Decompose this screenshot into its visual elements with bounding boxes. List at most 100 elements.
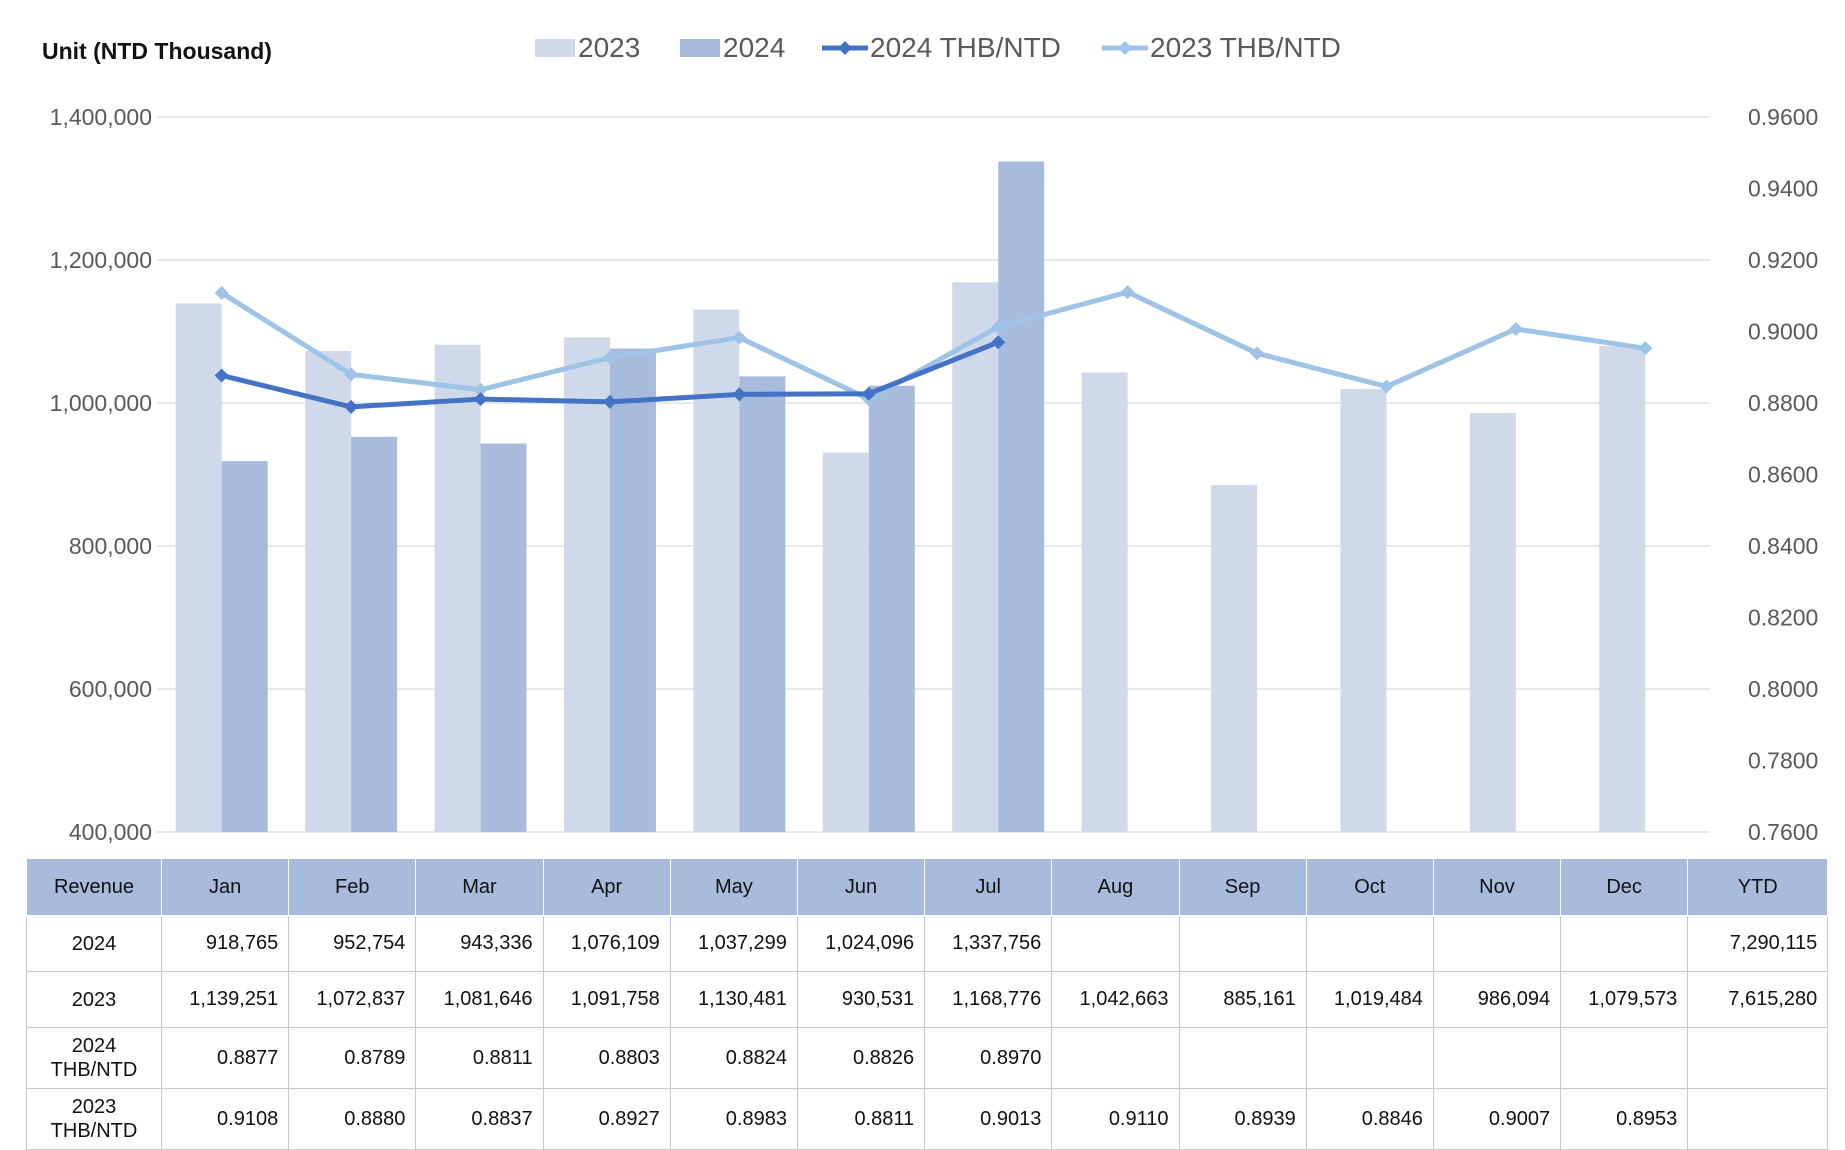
- bar-2024-mar: [480, 443, 527, 832]
- table-cell: 930,531: [796, 971, 926, 1028]
- point-2023-thb-ntd-jul: [991, 319, 1006, 334]
- table-cell: 1,337,756: [924, 915, 1053, 972]
- table-cell: [1051, 915, 1180, 972]
- point-2023-thb-ntd-apr: [602, 350, 617, 365]
- y-right-tick-label: 0.8800: [1748, 390, 1818, 416]
- y-right-tick-label: 0.8400: [1748, 533, 1818, 559]
- y-left-tick-label: 1,400,000: [50, 104, 152, 130]
- legend: 2023 2024 2024 THB/NTD 2023 THB/NTD: [535, 32, 1341, 63]
- y-left-tick-label: 600,000: [69, 676, 152, 702]
- table-cell: 1,079,573: [1560, 971, 1689, 1028]
- y-left-tick-label: 400,000: [69, 819, 152, 845]
- y-right-tick-label: 0.7800: [1748, 748, 1818, 774]
- table-cell: 0.8824: [669, 1027, 798, 1089]
- bar-2023-sep: [1211, 485, 1258, 832]
- unit-label: Unit (NTD Thousand): [42, 38, 272, 64]
- table-cell: 943,336: [415, 915, 544, 972]
- point-2023-thb-ntd-sep: [1250, 346, 1265, 361]
- table-row-label: 2023: [26, 971, 162, 1028]
- table-cell: [1432, 915, 1562, 972]
- point-2024-thb-ntd-jan: [214, 368, 229, 383]
- y-left-tick-label: 1,200,000: [50, 247, 152, 273]
- point-2023-thb-ntd-oct: [1379, 379, 1394, 394]
- table-cell: [1432, 1027, 1562, 1089]
- chart-area: 400,000 600,000 800,000 1,000,000 1,200,000 1…: [42, 32, 1819, 845]
- table-cell: 1,091,758: [542, 971, 671, 1028]
- y-left-tick-label: 800,000: [69, 533, 152, 559]
- table-header-ytd: YTD: [1687, 858, 1829, 916]
- table-body: 2024 918,765 952,754 943,336 1,076,109 1,037,…: [26, 915, 1829, 1150]
- table-cell: 0.8953: [1560, 1088, 1689, 1150]
- table-row-label: 2024 THB/NTD: [26, 1027, 162, 1089]
- point-2023-thb-ntd-may: [732, 330, 747, 345]
- table-cell: 0.8970: [924, 1027, 1053, 1089]
- bars-layer: [175, 161, 1646, 833]
- axis-ticks: 400,000 600,000 800,000 1,000,000 1,200,000 1…: [50, 104, 1819, 845]
- legend-label-2023-thb-ntd: 2023 THB/NTD: [1150, 32, 1341, 63]
- y-right-tick-label: 0.8600: [1748, 462, 1818, 488]
- point-2023-thb-ntd-aug: [1120, 285, 1135, 300]
- y-right-tick-label: 0.9600: [1748, 104, 1818, 130]
- bar-2023-may: [693, 309, 740, 833]
- legend-label-2024-thb-ntd: 2024 THB/NTD: [870, 32, 1061, 63]
- table-row-label: 2023 THB/NTD: [26, 1088, 162, 1150]
- table-header-jun: Jun: [796, 858, 926, 916]
- table-cell: 1,019,484: [1305, 971, 1434, 1028]
- y-right-tick-label: 0.8000: [1748, 676, 1818, 702]
- legend-marker-2023-thb-ntd: [1118, 41, 1132, 55]
- y-right-tick-label: 0.9000: [1748, 319, 1818, 345]
- bar-2023-aug: [1081, 372, 1128, 832]
- table-header-apr: Apr: [542, 858, 671, 916]
- line-2023-thb-ntd: [220, 289, 1646, 402]
- point-2023-thb-ntd-mar: [473, 382, 488, 397]
- table-cell: [1305, 915, 1434, 972]
- legend-swatch-2023: [535, 39, 575, 57]
- table-header-feb: Feb: [288, 858, 417, 916]
- bar-2024-may: [739, 376, 786, 832]
- table-header-revenue: Revenue: [26, 858, 162, 916]
- table-cell: 1,042,663: [1051, 971, 1180, 1028]
- bar-2023-apr: [563, 337, 610, 832]
- y-left-tick-label: 1,000,000: [50, 390, 152, 416]
- table-cell: [1560, 915, 1689, 972]
- bar-2023-mar: [434, 344, 481, 832]
- table-cell: 0.8877: [160, 1027, 290, 1089]
- table-cell: 0.8983: [669, 1088, 798, 1150]
- table-cell: [1178, 1027, 1307, 1089]
- table-cell: 7,615,280: [1687, 971, 1829, 1028]
- table-cell: 952,754: [288, 915, 417, 972]
- y-right-tick-label: 0.7600: [1748, 819, 1818, 845]
- bar-2023-nov: [1469, 412, 1516, 832]
- table-cell: 0.8880: [288, 1088, 417, 1150]
- bar-2023-dec: [1599, 346, 1646, 832]
- table-cell: 0.8837: [415, 1088, 544, 1150]
- table-cell: 7,290,115: [1687, 915, 1829, 972]
- legend-label-2024: 2024: [723, 32, 785, 63]
- table-cell: [1305, 1027, 1434, 1089]
- bar-2023-feb: [305, 350, 352, 832]
- table-cell: [1560, 1027, 1689, 1089]
- table-cell: 0.9013: [924, 1088, 1053, 1150]
- point-2023-thb-ntd-dec: [1638, 341, 1653, 356]
- point-2024-thb-ntd-may: [732, 387, 747, 402]
- table-header-aug: Aug: [1051, 858, 1180, 916]
- table-row: 2023 1,139,251 1,072,837 1,081,646 1,091,758…: [26, 971, 1829, 1028]
- y-right-tick-label: 0.8200: [1748, 605, 1818, 631]
- lines-layer: [214, 285, 1653, 414]
- table-cell: 1,072,837: [288, 971, 417, 1028]
- table-cell: 0.9110: [1051, 1088, 1180, 1150]
- table-header-jan: Jan: [160, 858, 290, 916]
- table-row-label: 2024: [26, 915, 162, 972]
- table-row: 2023 THB/NTD 0.9108 0.8880 0.8837 0.8927 0.89…: [26, 1088, 1829, 1150]
- table-cell: [1687, 1027, 1829, 1089]
- table-row: 2024 918,765 952,754 943,336 1,076,109 1,037,…: [26, 915, 1829, 972]
- point-2023-thb-ntd-nov: [1508, 321, 1523, 336]
- table-header-dec: Dec: [1560, 858, 1689, 916]
- table-header-oct: Oct: [1305, 858, 1434, 916]
- table-cell: 885,161: [1178, 971, 1307, 1028]
- table-cell: 0.8846: [1305, 1088, 1434, 1150]
- combo-chart: 400,000 600,000 800,000 1,000,000 1,200,000 1…: [50, 32, 1819, 845]
- table-cell: 1,037,299: [669, 915, 798, 972]
- point-2024-thb-ntd-jun: [861, 386, 876, 401]
- y-right-tick-label: 0.9400: [1748, 176, 1818, 202]
